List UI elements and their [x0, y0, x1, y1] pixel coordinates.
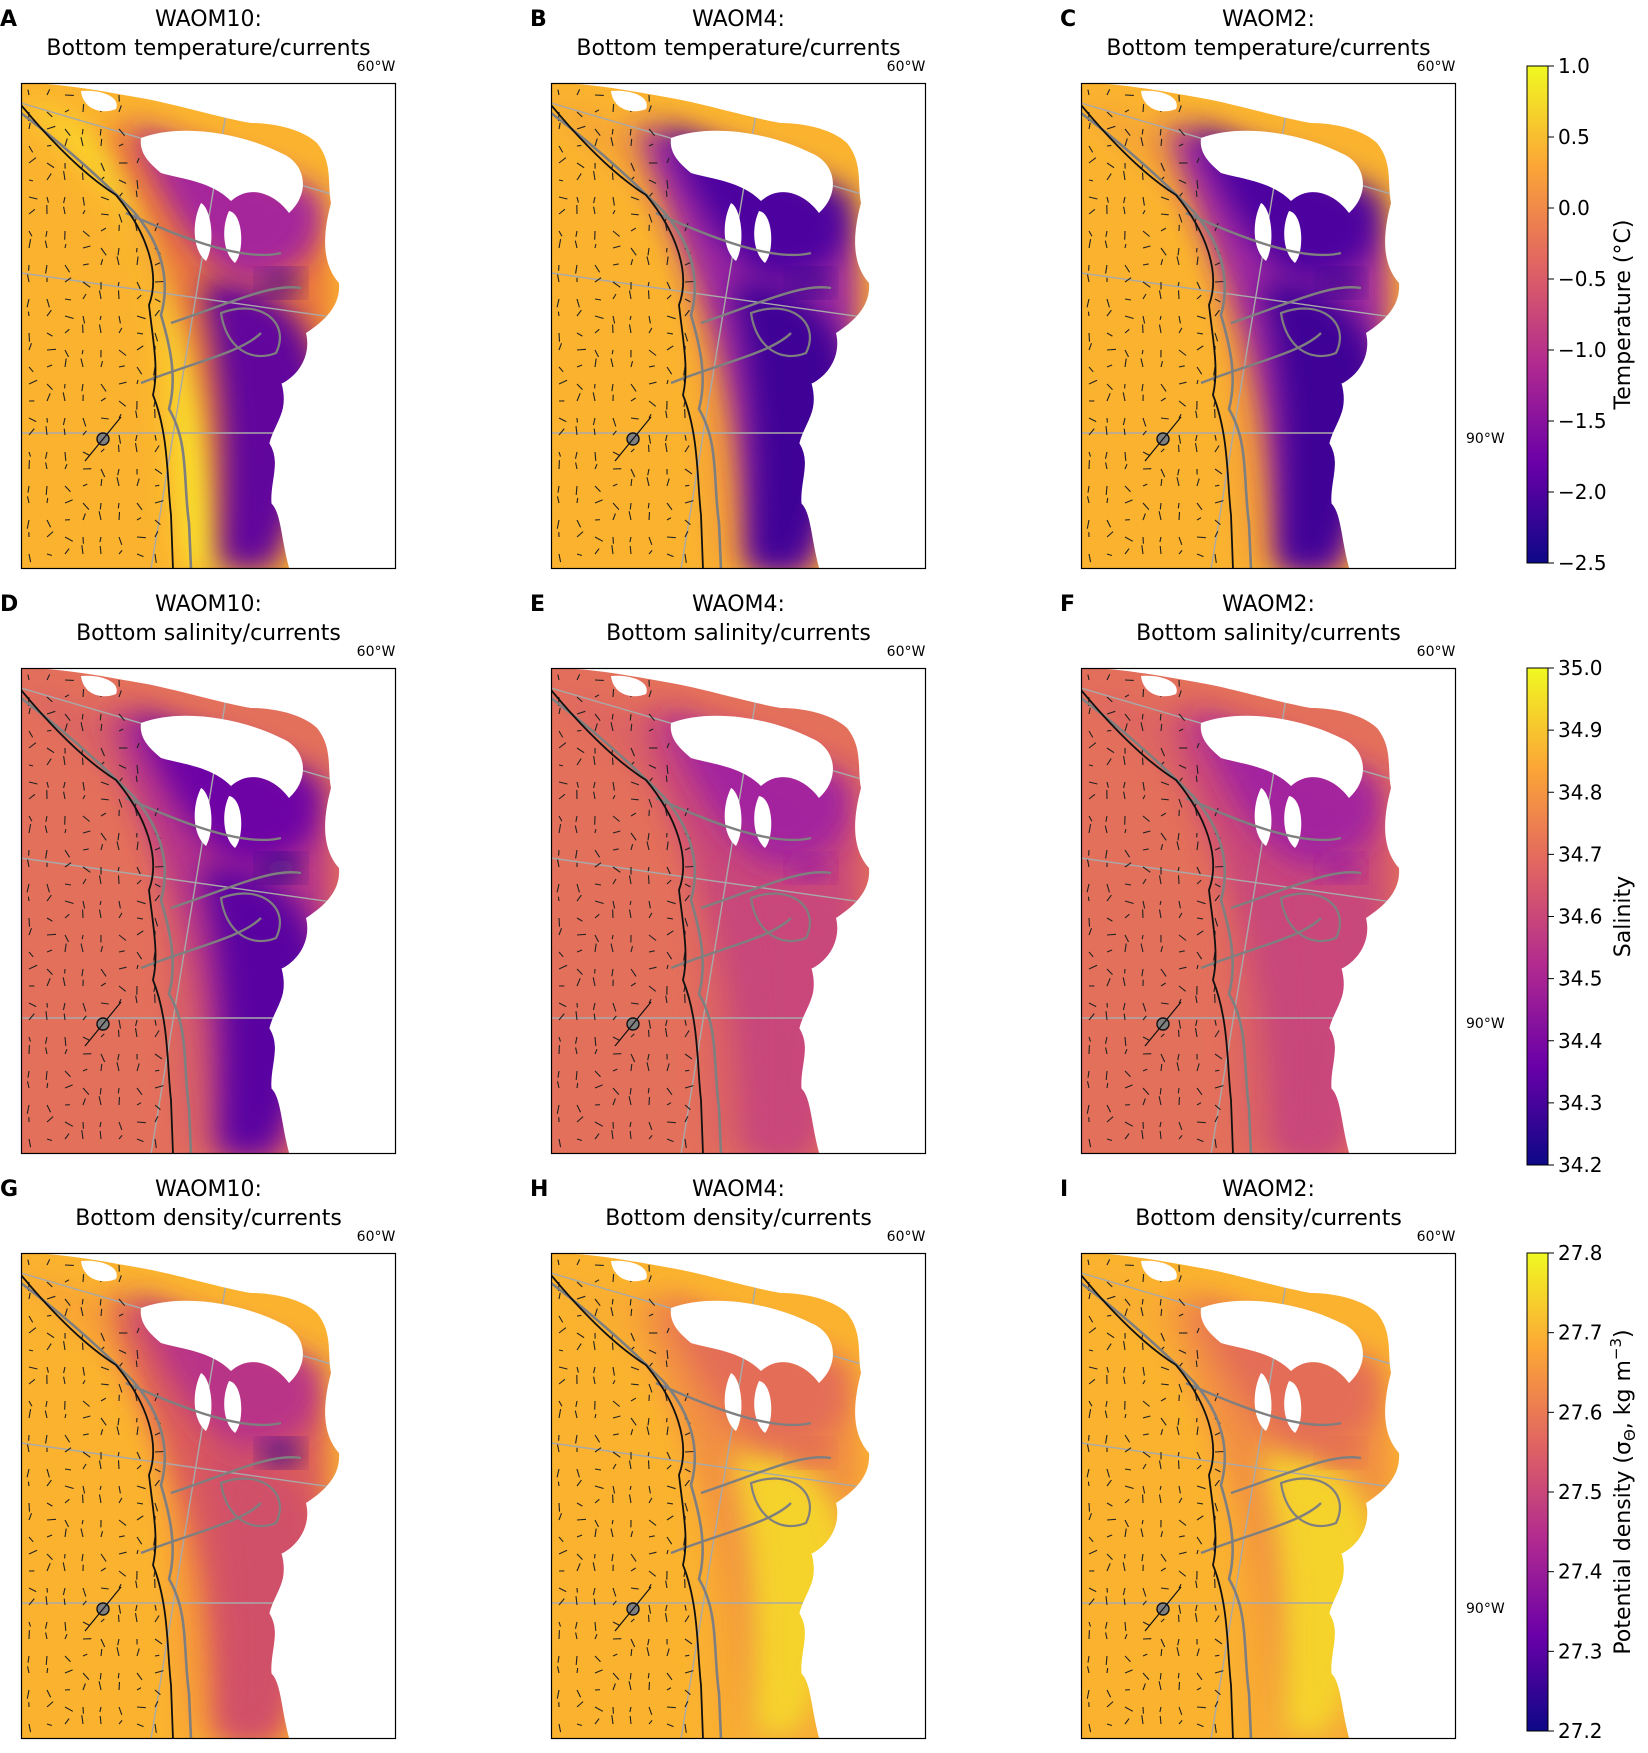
panel-title-model: WAOM10: [155, 1177, 262, 1202]
lon-label-90w: 90°W [1466, 1601, 1505, 1617]
colorbar-tick-label: 27.5 [1558, 1480, 1603, 1504]
map-panel-d: D WAOM10: Bottom salinity/currents 60°W [0, 592, 396, 1154]
colorbar-tick-label: 34.7 [1558, 842, 1603, 866]
colorbar-gradient [1527, 1253, 1548, 1731]
panel-letter: E [530, 592, 545, 617]
colorbar-label: Salinity [1611, 876, 1636, 957]
panel-title-variable: Bottom salinity/currents [1136, 621, 1401, 646]
colorbar-tick-label: 27.4 [1558, 1560, 1603, 1584]
panel-letter: G [0, 1177, 18, 1202]
panel-letter: C [1060, 7, 1076, 32]
lon-label-60w: 60°W [1417, 1229, 1456, 1245]
colorbar-tick-label: 27.8 [1558, 1241, 1603, 1265]
panel-letter: F [1060, 592, 1075, 617]
colorbar-tick-label: −2.5 [1558, 551, 1607, 575]
colorbar-tick-label: 27.6 [1558, 1400, 1603, 1424]
colorbar-tick-label: 34.2 [1558, 1153, 1603, 1177]
panel-title-variable: Bottom density/currents [75, 1206, 342, 1231]
panel-letter: A [0, 7, 17, 32]
colorbar-tick-label: 34.3 [1558, 1091, 1603, 1115]
colorbar-tick-label: −1.0 [1558, 338, 1607, 362]
panel-title-variable: Bottom density/currents [1135, 1206, 1402, 1231]
colorbar-tick-label: 35.0 [1558, 656, 1603, 680]
colorbar-tick-label: −0.5 [1558, 267, 1607, 291]
colorbar-gradient [1527, 66, 1548, 563]
colorbar-tick-label: 34.9 [1558, 718, 1603, 742]
lon-label-60w: 60°W [887, 59, 926, 75]
panel-title-model: WAOM4: [692, 1177, 785, 1202]
panel-title-variable: Bottom salinity/currents [76, 621, 341, 646]
colorbar-tick-label: 27.3 [1558, 1639, 1603, 1663]
colorbar-tick-label: 34.8 [1558, 780, 1603, 804]
panel-title-variable: Bottom temperature/currents [46, 36, 370, 61]
colorbar-tick-label: 34.5 [1558, 967, 1603, 991]
map-panel-h: H WAOM4: Bottom density/currents 60°W [530, 1177, 926, 1739]
colorbar-tick-label: −1.5 [1558, 409, 1607, 433]
lon-label-60w: 60°W [357, 644, 396, 660]
lon-label-60w: 60°W [357, 1229, 396, 1245]
colorbar-density: 27.8 27.7 27.6 27.5 27.4 27.3 27.2 Potential de… [1527, 1241, 1639, 1743]
lon-label-60w: 60°W [357, 59, 396, 75]
map-panel-f: F WAOM2: Bottom salinity/currents 60°W 90°W [1060, 592, 1505, 1154]
panel-title-model: WAOM2: [1222, 592, 1315, 617]
colorbar-label: Temperature (°C) [1611, 220, 1636, 411]
colorbar-tick-label: 1.0 [1558, 54, 1590, 78]
colorbar-label: Potential density (σΘ, kg m−3) [1607, 1329, 1639, 1654]
lon-label-90w: 90°W [1466, 431, 1505, 447]
panel-letter: H [530, 1177, 548, 1202]
lon-label-60w: 60°W [1417, 644, 1456, 660]
colorbar-tick-label: −2.0 [1558, 480, 1607, 504]
colorbar-group: 1.0 0.5 0.0 −0.5 −1.0 −1.5 −2.0 −2.5 Temperature… [1527, 54, 1639, 1743]
colorbar-salinity: 35.0 34.9 34.8 34.7 34.6 34.5 34.4 34.3 34.2 Sali… [1527, 656, 1636, 1177]
colorbar-tick-label: 34.6 [1558, 905, 1603, 929]
colorbar-tick-label: 27.7 [1558, 1321, 1603, 1345]
panel-title-model: WAOM2: [1222, 7, 1315, 32]
colorbar-gradient [1527, 668, 1548, 1165]
map-panel-i: I WAOM2: Bottom density/currents 60°W 90°W [1060, 1177, 1505, 1739]
panel-letter: I [1060, 1177, 1068, 1202]
panel-title-model: WAOM4: [692, 592, 785, 617]
colorbar-tick-label: 0.0 [1558, 196, 1590, 220]
map-panel-g: G WAOM10: Bottom density/currents 60°W [0, 1177, 396, 1739]
colorbar-tick-label: 27.2 [1558, 1719, 1603, 1743]
panel-letter: B [530, 7, 547, 32]
panel-letter: D [0, 592, 18, 617]
panel-title-model: WAOM2: [1222, 1177, 1315, 1202]
panel-title-model: WAOM10: [155, 592, 262, 617]
panel-title-variable: Bottom density/currents [605, 1206, 872, 1231]
panel-title-model: WAOM4: [692, 7, 785, 32]
colorbar-tick-label: 0.5 [1558, 125, 1590, 149]
lon-label-60w: 60°W [1417, 59, 1456, 75]
panel-title-variable: Bottom temperature/currents [1106, 36, 1430, 61]
lon-label-60w: 60°W [887, 1229, 926, 1245]
map-panel-e: E WAOM4: Bottom salinity/currents 60°W [530, 592, 926, 1154]
lon-label-90w: 90°W [1466, 1016, 1505, 1032]
panel-title-variable: Bottom temperature/currents [576, 36, 900, 61]
colorbar-temperature: 1.0 0.5 0.0 −0.5 −1.0 −1.5 −2.0 −2.5 Temperature… [1527, 54, 1636, 575]
colorbar-tick-label: 34.4 [1558, 1029, 1603, 1053]
lon-label-60w: 60°W [887, 644, 926, 660]
panel-title-variable: Bottom salinity/currents [606, 621, 871, 646]
panel-title-model: WAOM10: [155, 7, 262, 32]
